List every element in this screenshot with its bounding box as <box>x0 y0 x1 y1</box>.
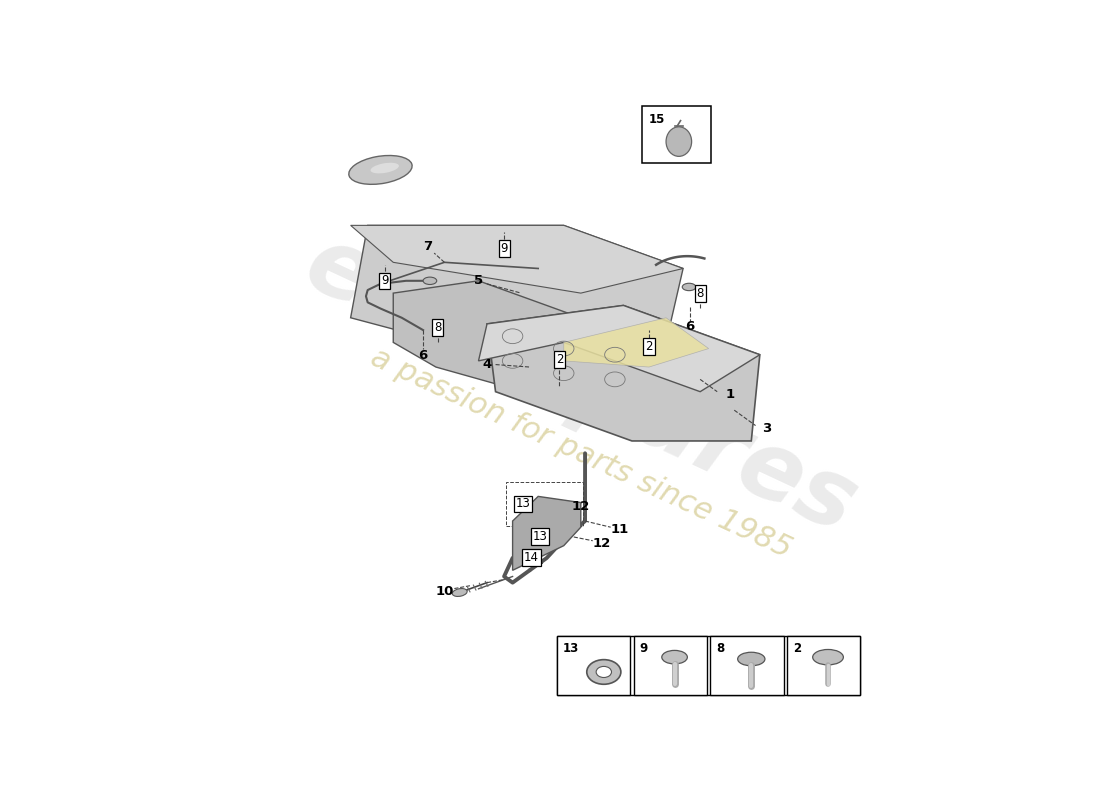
Polygon shape <box>394 281 700 410</box>
Text: 2: 2 <box>556 353 563 366</box>
Text: 13: 13 <box>532 530 548 543</box>
Text: 3: 3 <box>762 422 771 435</box>
Polygon shape <box>487 306 760 441</box>
Ellipse shape <box>662 650 688 664</box>
Text: 6: 6 <box>418 350 428 362</box>
FancyBboxPatch shape <box>557 636 630 695</box>
Text: 4: 4 <box>483 358 492 371</box>
Text: 5: 5 <box>474 274 483 287</box>
FancyBboxPatch shape <box>634 636 707 695</box>
Circle shape <box>596 666 612 678</box>
Text: 13: 13 <box>563 642 579 654</box>
Text: 9: 9 <box>639 642 648 654</box>
FancyBboxPatch shape <box>788 636 860 695</box>
Text: 14: 14 <box>524 551 539 564</box>
Text: 10: 10 <box>436 585 453 598</box>
Text: 8: 8 <box>696 287 704 300</box>
Ellipse shape <box>738 652 764 666</box>
Circle shape <box>586 660 620 684</box>
Text: 12: 12 <box>572 500 590 514</box>
Text: 6: 6 <box>685 321 694 334</box>
Text: 9: 9 <box>381 274 388 287</box>
Ellipse shape <box>349 155 412 184</box>
Text: 15: 15 <box>649 114 666 126</box>
Text: 2: 2 <box>646 340 652 354</box>
Ellipse shape <box>371 162 399 174</box>
Text: eurospares: eurospares <box>290 218 871 554</box>
Polygon shape <box>351 226 683 361</box>
Polygon shape <box>513 496 581 570</box>
Ellipse shape <box>452 589 468 597</box>
Text: 9: 9 <box>500 242 508 255</box>
Text: 8: 8 <box>433 321 441 334</box>
Text: 7: 7 <box>422 241 432 254</box>
Polygon shape <box>563 318 708 367</box>
FancyBboxPatch shape <box>642 106 712 162</box>
Ellipse shape <box>813 650 844 665</box>
Polygon shape <box>478 306 760 392</box>
Text: 2: 2 <box>793 642 801 654</box>
Ellipse shape <box>682 283 696 290</box>
Ellipse shape <box>424 277 437 285</box>
Text: 1: 1 <box>725 388 735 402</box>
Text: 12: 12 <box>592 537 611 550</box>
Polygon shape <box>351 226 683 293</box>
Text: 13: 13 <box>516 498 530 510</box>
Text: 8: 8 <box>716 642 725 654</box>
FancyBboxPatch shape <box>711 636 783 695</box>
Text: a passion for parts since 1985: a passion for parts since 1985 <box>366 342 795 564</box>
Text: 11: 11 <box>610 522 629 535</box>
Ellipse shape <box>666 126 692 156</box>
